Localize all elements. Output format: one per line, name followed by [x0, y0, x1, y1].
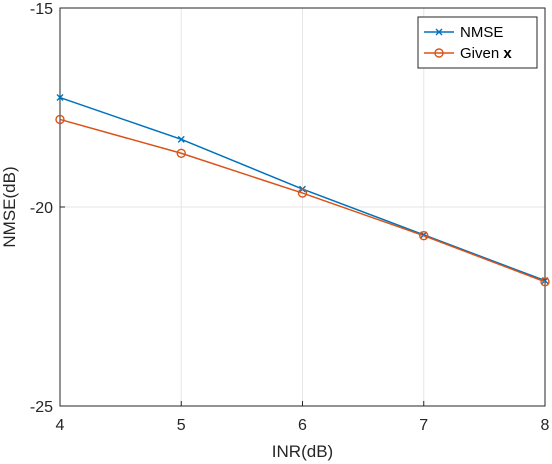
series-line-2: [59, 118, 546, 283]
x-tick-label: 4: [56, 417, 65, 434]
legend-box: [417, 16, 538, 69]
y-axis-title: NMSE(dB): [0, 166, 19, 247]
x-tick-label: 7: [419, 417, 428, 434]
legend-label-text: Given: [460, 45, 503, 62]
y-tick-label: -20: [30, 200, 53, 217]
x-tick-label: 6: [298, 417, 307, 434]
data-point: [176, 148, 186, 158]
data-point: [297, 188, 308, 198]
data-point: [540, 277, 550, 287]
y-tick-label: -15: [30, 1, 53, 18]
data-point: [177, 135, 185, 143]
data-point: [419, 230, 429, 241]
legend-label-bold: x: [503, 45, 512, 62]
legend: NMSE Given x: [417, 16, 538, 69]
legend-label: Given x: [460, 45, 512, 62]
x-axis-title: INR(dB): [272, 442, 333, 461]
x-tick-label: 5: [177, 417, 186, 434]
series-group: [55, 94, 550, 287]
x-tick-label: 8: [541, 417, 550, 434]
legend-marker: [435, 28, 443, 36]
legend-label: NMSE: [460, 24, 503, 41]
data-point: [56, 94, 64, 102]
data-point: [55, 114, 65, 125]
y-tick-label: -25: [30, 399, 53, 416]
x-axis: 4 5 6 7 8: [56, 401, 550, 434]
y-axis: -25 -20 -15: [30, 1, 65, 416]
legend-marker: [434, 48, 444, 58]
